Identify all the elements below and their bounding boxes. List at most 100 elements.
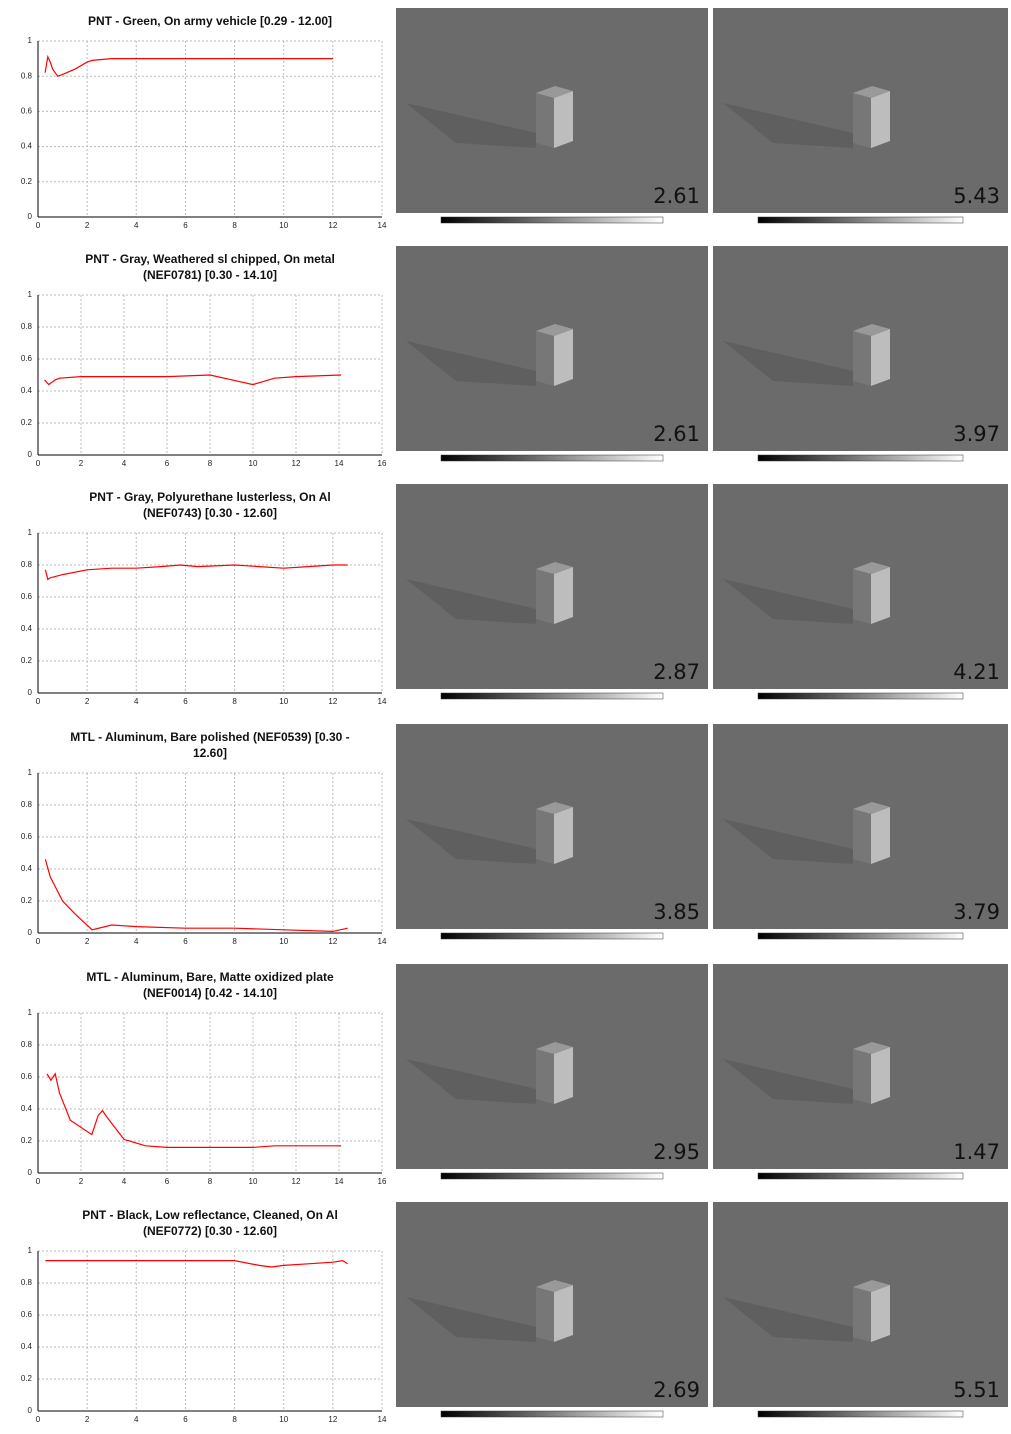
x-tick-label: 12 — [328, 697, 337, 706]
plot-area — [37, 40, 383, 218]
box-front — [554, 1047, 573, 1104]
box-top — [853, 1042, 890, 1054]
box-front — [554, 567, 573, 624]
colorbar — [757, 454, 964, 462]
render-value: 1.47 — [953, 1140, 1000, 1164]
y-tick-label: 0.4 — [21, 142, 33, 151]
x-tick-label: 0 — [36, 221, 41, 230]
shadow — [406, 341, 536, 386]
x-tick-label: 12 — [328, 1415, 337, 1424]
box-top — [536, 86, 573, 98]
x-tick-label: 4 — [122, 459, 127, 468]
box-top — [536, 802, 573, 814]
x-tick-label: 2 — [85, 937, 90, 946]
x-tick-label: 8 — [208, 1177, 213, 1186]
x-tick-label: 0 — [36, 937, 41, 946]
render-value: 5.43 — [953, 184, 1000, 208]
x-tick-label: 12 — [328, 221, 337, 230]
y-tick-label: 0.8 — [21, 322, 33, 331]
x-tick-label: 4 — [134, 1415, 139, 1424]
x-tick-label: 4 — [134, 937, 139, 946]
box-side — [853, 1287, 871, 1342]
shadow — [723, 1059, 853, 1104]
box-front — [871, 567, 890, 624]
x-tick-label: 12 — [328, 937, 337, 946]
render-value: 2.95 — [653, 1140, 700, 1164]
x-tick-label: 14 — [378, 937, 387, 946]
y-tick-label: 1 — [28, 36, 33, 45]
x-tick-label: 10 — [279, 221, 288, 230]
shadow — [723, 819, 853, 864]
x-tick-label: 14 — [335, 1177, 344, 1186]
y-tick-label: 0.4 — [21, 624, 33, 633]
y-tick-label: 0.4 — [21, 864, 33, 873]
box-side — [536, 809, 554, 864]
x-tick-label: 2 — [79, 1177, 84, 1186]
box-side — [536, 1287, 554, 1342]
box-side — [853, 93, 871, 148]
shadow — [406, 103, 536, 148]
y-tick-label: 0.4 — [21, 1342, 33, 1351]
render-value: 5.51 — [953, 1378, 1000, 1402]
render-value: 2.61 — [653, 422, 700, 446]
render-value: 3.97 — [953, 422, 1000, 446]
y-tick-label: 0.2 — [21, 1136, 33, 1145]
colorbar — [440, 216, 664, 224]
y-tick-label: 0 — [28, 1168, 33, 1177]
chart-title: (NEF0772) [0.30 - 12.60] — [143, 1224, 277, 1238]
y-tick-label: 0.6 — [21, 107, 33, 116]
box-front — [554, 1285, 573, 1342]
render-value: 4.21 — [953, 660, 1000, 684]
chart-title: PNT - Green, On army vehicle [0.29 - 12.… — [88, 14, 332, 28]
box-top — [853, 324, 890, 336]
data-line — [44, 374, 342, 386]
box-top — [853, 86, 890, 98]
box-front — [554, 807, 573, 864]
x-tick-label: 6 — [183, 1415, 188, 1424]
plot-area — [37, 1250, 383, 1412]
x-tick-label: 0 — [36, 1177, 41, 1186]
x-tick-label: 14 — [378, 221, 387, 230]
y-tick-label: 0.6 — [21, 354, 33, 363]
y-tick-label: 0.2 — [21, 177, 33, 186]
chart-title: (NEF0781) [0.30 - 14.10] — [143, 268, 277, 282]
chart-title: PNT - Gray, Polyurethane lusterless, On … — [89, 490, 330, 504]
y-tick-label: 0.8 — [21, 1278, 33, 1287]
box-side — [853, 809, 871, 864]
colorbar — [757, 1172, 964, 1180]
shadow — [406, 579, 536, 624]
x-tick-label: 8 — [232, 697, 237, 706]
box-top — [536, 1280, 573, 1292]
box-front — [554, 91, 573, 148]
box-side — [536, 1049, 554, 1104]
chart-title: (NEF0743) [0.30 - 12.60] — [143, 506, 277, 520]
x-tick-label: 14 — [378, 697, 387, 706]
y-tick-label: 0.8 — [21, 1040, 33, 1049]
colorbar — [440, 932, 664, 940]
x-tick-label: 8 — [208, 459, 213, 468]
y-tick-label: 1 — [28, 528, 33, 537]
colorbar — [757, 1410, 964, 1418]
x-tick-label: 16 — [378, 459, 387, 468]
x-tick-label: 6 — [165, 1177, 170, 1186]
colorbar — [440, 692, 664, 700]
box-side — [536, 331, 554, 386]
colorbar — [440, 1410, 664, 1418]
x-tick-label: 10 — [279, 937, 288, 946]
colorbar — [757, 932, 964, 940]
y-tick-label: 0.2 — [21, 656, 33, 665]
data-line — [46, 1072, 342, 1149]
x-tick-label: 2 — [85, 221, 90, 230]
render-value: 2.61 — [653, 184, 700, 208]
y-tick-label: 0.8 — [21, 800, 33, 809]
colorbar — [440, 454, 664, 462]
data-line — [44, 564, 348, 581]
shadow — [723, 1297, 853, 1342]
y-tick-label: 0.2 — [21, 1374, 33, 1383]
x-tick-label: 12 — [292, 1177, 301, 1186]
x-tick-label: 2 — [79, 459, 84, 468]
box-top — [536, 562, 573, 574]
box-front — [871, 1285, 890, 1342]
y-tick-label: 0.6 — [21, 1072, 33, 1081]
render-value: 3.79 — [953, 900, 1000, 924]
